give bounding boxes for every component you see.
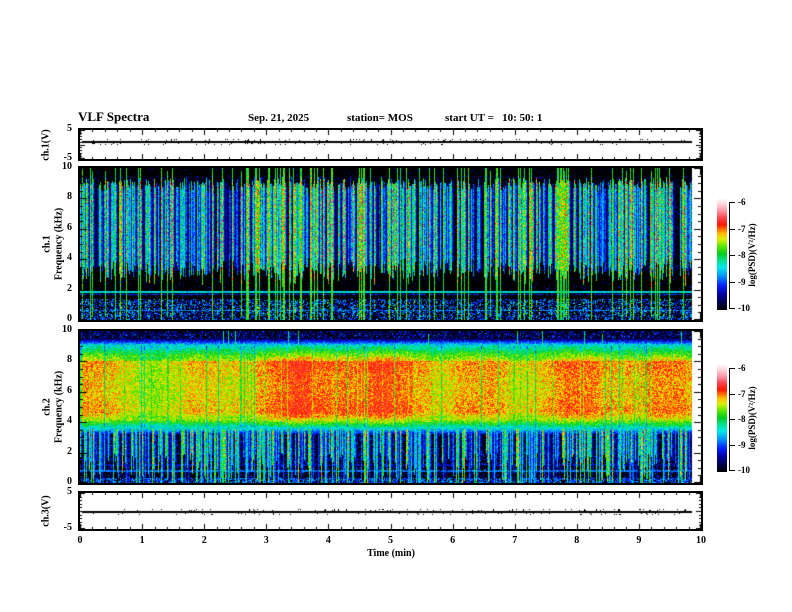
- y-tick-label: -5: [63, 152, 72, 163]
- date-label: Sep. 21, 2025: [248, 112, 310, 124]
- y-tick-label: 10: [62, 324, 72, 335]
- y-tick-label: 0: [67, 476, 72, 487]
- time-tick-label: 2: [201, 535, 207, 546]
- colorbar-tick-label: -7: [738, 224, 746, 234]
- colorbar-tick-label: -6: [738, 363, 746, 373]
- time-tick-label: 7: [512, 535, 518, 546]
- colorbar-tick-label: -9: [738, 440, 746, 450]
- ch2-spectrogram-panel: [78, 329, 703, 485]
- y-tick-label: 6: [67, 385, 72, 396]
- y-tick-label: 4: [67, 415, 72, 426]
- colorbar-tick: [729, 308, 735, 309]
- plot-title: VLF Spectra: [78, 109, 150, 124]
- colorbar-tick-label: -8: [738, 250, 746, 260]
- colorbar-tick: [729, 255, 735, 256]
- colorbar-tick-label: -10: [738, 465, 750, 475]
- colorbar-tick: [729, 229, 735, 230]
- colorbar-tick-label: -10: [738, 303, 750, 313]
- ch1-spectrogram-panel: [78, 166, 703, 322]
- colorbar-tick: [729, 282, 735, 283]
- station-label: station= MOS: [347, 112, 413, 124]
- time-tick-label: 5: [388, 535, 393, 546]
- y-tick-label: 2: [67, 283, 72, 294]
- time-tick-label: 0: [77, 535, 83, 546]
- y-tick-label: -5: [63, 522, 72, 533]
- time-tick-label: 8: [574, 535, 580, 546]
- ch2-channel-label: ch.2: [41, 398, 53, 416]
- ch1-channel-label: ch.1: [41, 235, 53, 253]
- colorbar-tick: [729, 368, 735, 369]
- time-tick-label: 1: [139, 535, 145, 546]
- ch2-frequency-axis-label: Frequency (kHz): [53, 370, 65, 444]
- ch1-voltage-waveform-panel: [78, 128, 703, 161]
- start-ut-label: start UT = 10: 50: 1: [445, 112, 543, 124]
- time-tick-label: 6: [450, 535, 456, 546]
- y-tick-label: 6: [67, 222, 72, 233]
- ch1-colorbar: [717, 198, 727, 310]
- time-tick-label: 9: [636, 535, 642, 546]
- colorbar-tick: [729, 445, 735, 446]
- ch3-voltage-waveform-panel: [78, 491, 703, 531]
- time-tick-label: 10: [696, 535, 706, 546]
- ch2-colorbar-label: log(PSD)(V²/Hz): [747, 386, 757, 450]
- y-tick-label: 0: [67, 313, 72, 324]
- colorbar-tick-label: -8: [738, 414, 746, 424]
- colorbar-tick: [729, 470, 735, 471]
- y-tick-label: 8: [67, 191, 72, 202]
- y-tick-label: 5: [67, 486, 72, 497]
- colorbar-tick-label: -6: [738, 197, 746, 207]
- y-tick-label: 4: [67, 252, 72, 263]
- ch1-frequency-axis-label: Frequency (kHz): [53, 207, 65, 281]
- colorbar-tick: [729, 202, 735, 203]
- colorbar-tick: [729, 419, 735, 420]
- colorbar-tick-label: -9: [738, 277, 746, 287]
- time-axis-label: Time (min): [367, 548, 415, 559]
- y-tick-label: 10: [62, 161, 72, 172]
- ch1-colorbar-label: log(PSD)(V²/Hz): [747, 223, 757, 287]
- y-tick-label: 5: [67, 123, 72, 134]
- colorbar-tick: [729, 394, 735, 395]
- colorbar-tick-label: -7: [738, 389, 746, 399]
- ch2-colorbar: [717, 364, 727, 472]
- y-tick-label: 8: [67, 354, 72, 365]
- time-tick-label: 4: [325, 535, 331, 546]
- y-tick-label: 2: [67, 446, 72, 457]
- time-tick-label: 3: [263, 535, 269, 546]
